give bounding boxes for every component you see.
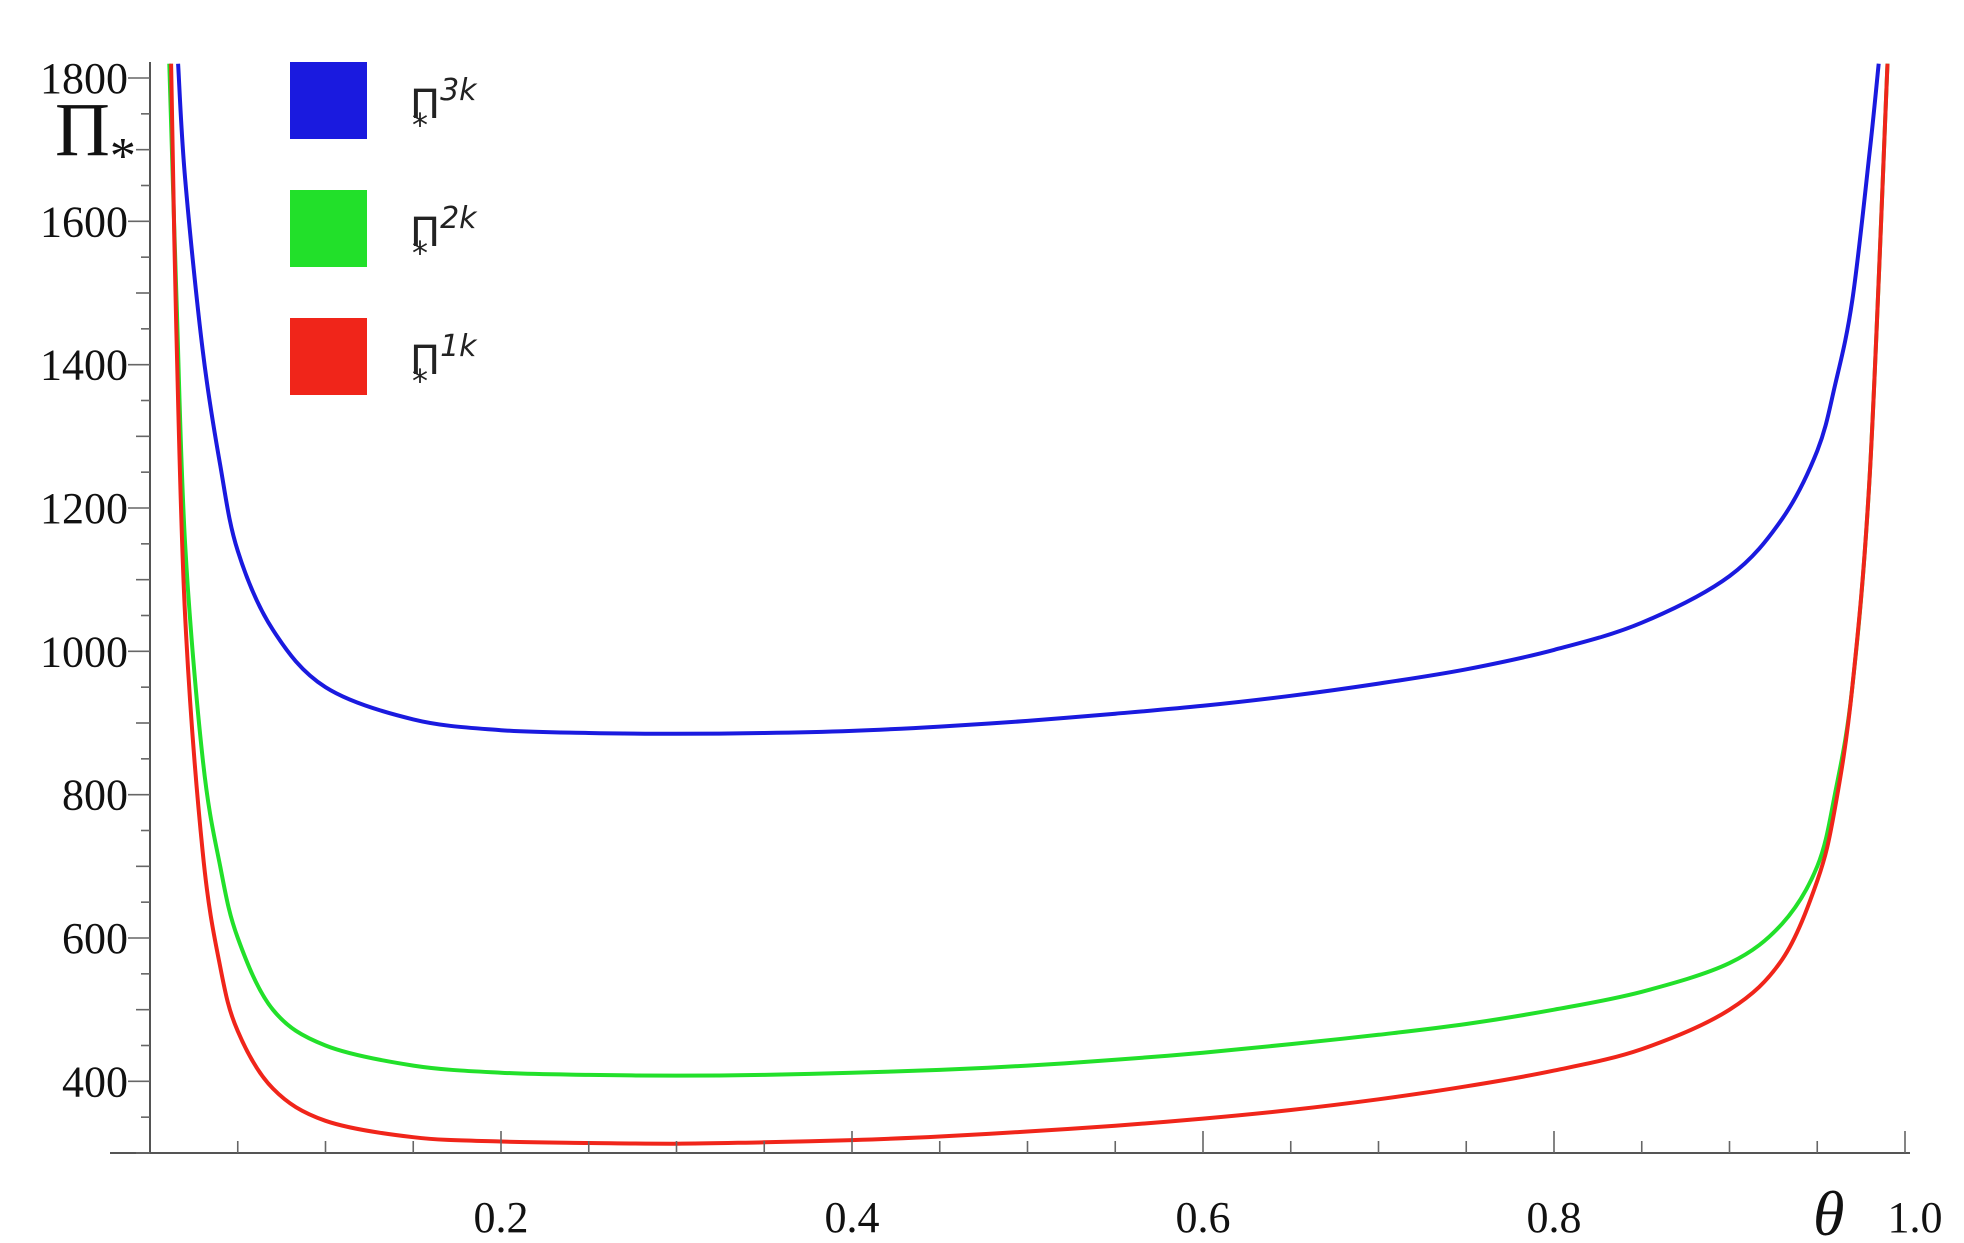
- y-axis-title: Π*: [55, 88, 136, 185]
- y-tick-label: 800: [62, 771, 128, 820]
- y-tick-label: 600: [62, 914, 128, 963]
- axes: [110, 62, 1910, 1154]
- legend-label-3: Π1k *: [410, 329, 478, 400]
- legend-swatch-2: [290, 190, 367, 267]
- legend-swatch-3: [290, 318, 367, 395]
- y-tick-label: 1600: [40, 197, 128, 246]
- legend-label-2: Π2k *: [410, 201, 478, 272]
- data-curves: [167, 63, 1890, 1146]
- series-line-3: [169, 63, 1890, 1146]
- x-tick-label: 0.2: [474, 1193, 529, 1242]
- y-tick-label: 1000: [40, 627, 128, 676]
- y-tick-label: 1200: [40, 484, 128, 533]
- x-axis-title: θ: [1813, 1178, 1844, 1243]
- x-tick-label: 0.6: [1176, 1193, 1231, 1242]
- y-tick-label: 400: [62, 1057, 128, 1106]
- x-tick-label: 1.0: [1888, 1193, 1943, 1242]
- x-tick-label: 0.4: [825, 1193, 880, 1242]
- legend-label-1: Π3k *: [410, 73, 478, 144]
- y-axis-ticks: 400 600 800 1000 1200 1400 1600 1800: [40, 54, 150, 1154]
- series-line-2: [167, 63, 1890, 1078]
- y-tick-label: 1800: [40, 54, 128, 103]
- y-tick-label: 1400: [40, 341, 128, 390]
- series-line-1: [176, 63, 1881, 736]
- y-axis-title-sub: *: [110, 128, 136, 185]
- legend: Π3k * Π2k * Π1k *: [290, 62, 478, 400]
- x-tick-label: 0.8: [1527, 1193, 1582, 1242]
- x-axis-ticks: 0.2 0.4 0.6 0.8 1.0: [236, 1131, 1943, 1242]
- legend-swatch-1: [290, 62, 367, 139]
- y-axis-title-main: Π: [55, 88, 110, 172]
